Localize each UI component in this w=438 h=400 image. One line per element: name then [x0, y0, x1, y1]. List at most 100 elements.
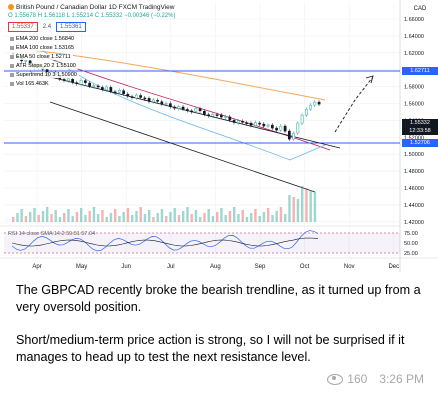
caption-paragraph-2: Short/medium-term price action is strong…	[16, 333, 405, 364]
candle-body	[190, 110, 193, 113]
candle-body	[156, 100, 159, 102]
volume-bar	[37, 215, 40, 222]
volume-bar	[16, 213, 19, 222]
volume-bar	[173, 208, 176, 222]
price-tick-label: 1.42000	[404, 220, 424, 226]
volume-bar	[292, 197, 295, 222]
volume-bar	[271, 215, 274, 222]
volume-bar	[71, 216, 74, 222]
trendline-lower	[49, 101, 316, 193]
indicator-legend-item[interactable]: EMA 200 close 1.56840	[8, 36, 77, 42]
volume-bar	[186, 207, 189, 222]
candle-body	[135, 94, 138, 99]
volume-bar	[313, 192, 317, 222]
rsi-legend[interactable]: RSI 14 close SMA 14 2 59.51 57.04	[8, 231, 96, 237]
candle-body	[313, 101, 317, 106]
candle-body	[288, 130, 291, 140]
eye-icon	[327, 373, 344, 385]
spread-value: 2.4	[42, 24, 52, 30]
candle-body	[105, 86, 108, 91]
volume-bar	[122, 212, 125, 222]
volume-bar	[20, 209, 23, 222]
time-axis-label: Jul	[167, 264, 175, 270]
indicator-legend-item[interactable]: Vol 165.463K	[8, 81, 51, 87]
projection-arrowhead	[365, 75, 374, 84]
sell-button[interactable]: 1.55337	[8, 22, 38, 32]
candle-body	[164, 102, 168, 105]
candle-body	[249, 122, 253, 126]
candle-body	[241, 121, 244, 123]
volume-bar	[169, 212, 172, 222]
rsi-ma-line	[11, 237, 319, 247]
volume-bar	[207, 209, 210, 222]
candle-body	[194, 108, 198, 112]
volume-bar	[33, 208, 36, 222]
volume-bar	[105, 217, 108, 222]
volume-bar	[211, 216, 215, 222]
volume-bar	[139, 207, 142, 222]
candle-body	[173, 106, 176, 109]
indicator-legend-item[interactable]: EMA 50 close 1.52711	[8, 54, 73, 60]
price-tick-label: 1.44000	[404, 203, 424, 209]
time-axis-label: May	[76, 264, 87, 270]
volume-bar	[67, 209, 70, 222]
ema-100-line	[39, 54, 331, 151]
volume-bar	[233, 207, 236, 222]
volume-bar	[24, 216, 28, 222]
indicator-legend-item[interactable]: EMA 100 close 1.53165	[8, 45, 77, 51]
volume-bar	[309, 190, 312, 222]
volume-bar	[118, 216, 121, 222]
volume-bar	[279, 207, 283, 222]
candle-body	[88, 82, 91, 87]
price-tick-label: 1.58000	[404, 85, 424, 91]
candle-body	[143, 97, 147, 100]
chart-screenshot: CAD1.660001.640001.620001.600001.580001.…	[0, 0, 438, 272]
volume-bar	[152, 217, 155, 222]
volume-bar	[29, 212, 32, 222]
candle-body	[203, 111, 206, 115]
indicator-icon	[10, 63, 14, 68]
caption-paragraph-1: The GBPCAD recently broke the bearish tr…	[16, 283, 421, 314]
volume-bar	[92, 207, 96, 222]
last-price-label: 1.55332	[402, 119, 438, 127]
price-tick-label: 1.62000	[404, 51, 424, 57]
time-axis-label: Nov	[344, 264, 355, 270]
volume-bar	[275, 211, 278, 222]
candle-body	[245, 122, 249, 124]
indicator-legend-item[interactable]: Supertrend 10 3 1.50900	[8, 72, 79, 78]
candle-body	[24, 60, 28, 62]
candle-body	[220, 114, 223, 118]
rsi-tick-label: 75.00	[404, 231, 418, 237]
volume-bar	[305, 188, 308, 222]
indicator-icon	[10, 81, 14, 86]
candle-body	[237, 120, 240, 124]
candle-body	[96, 85, 100, 88]
candle-body	[279, 125, 283, 131]
candle-body	[262, 123, 266, 127]
projection-arrow	[334, 77, 373, 133]
candle-body	[186, 109, 189, 111]
candle-body	[211, 113, 215, 117]
chart-title: British Pound / Canadian Dollar 1D FXCM …	[8, 4, 174, 11]
currency-label: CAD	[414, 6, 427, 12]
candle-body	[258, 122, 261, 125]
countdown-label: 12:33:58	[402, 127, 438, 135]
volume-bar	[182, 211, 185, 222]
candle-body	[228, 116, 232, 121]
indicator-legend-item[interactable]: ATR Stops 20 2 1.55100	[8, 63, 78, 69]
message-text: The GBPCAD recently broke the bearish tr…	[16, 282, 426, 382]
time-axis-label: Oct	[300, 264, 310, 270]
candle-body	[113, 91, 117, 94]
buy-button[interactable]: 1.55361	[56, 22, 86, 32]
volume-bar	[165, 216, 168, 222]
volume-bar	[84, 215, 87, 222]
rsi-tick-label: 50.00	[404, 241, 418, 247]
volume-bar	[160, 209, 164, 222]
candle-body	[181, 106, 185, 110]
volume-bar	[241, 210, 244, 222]
price-tick-label: 1.66000	[404, 17, 424, 23]
rsi-line	[11, 230, 319, 252]
candle-body	[177, 106, 181, 109]
rsi-tick-label: 25.00	[404, 251, 418, 257]
trade-buttons: 1.55337 2.4 1.55361	[8, 22, 88, 32]
